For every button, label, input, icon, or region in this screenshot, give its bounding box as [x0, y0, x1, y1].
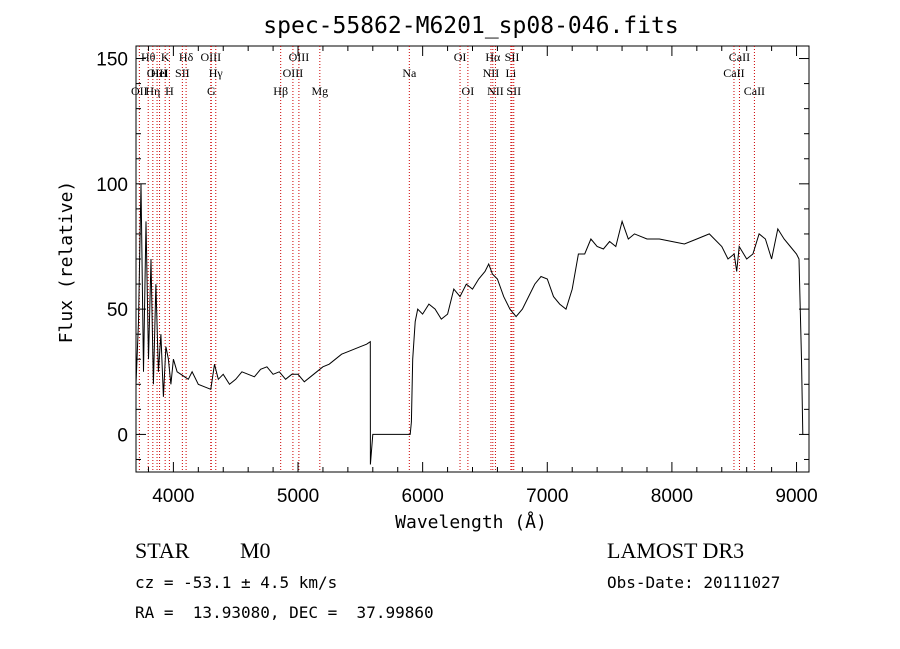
x-tick-label-4: 8000 [651, 486, 693, 507]
spectral-line-markers [138, 46, 755, 472]
line-label-10: G [207, 84, 216, 98]
x-tick-label-1: 5000 [277, 486, 319, 507]
y-axis-title: Flux (relative) [56, 181, 77, 344]
object-subclass: M0 [240, 538, 271, 563]
line-label-4: HeI [151, 66, 169, 80]
line-label-18: OI [462, 84, 475, 98]
x-axis-title: Wavelength (Å) [395, 511, 547, 533]
line-label-21: NII [487, 84, 504, 98]
line-label-26: CaII [729, 50, 750, 64]
line-label-27: CaII [744, 84, 765, 98]
series-line-0 [135, 183, 804, 465]
line-label-15: Mg [311, 84, 328, 98]
line-label-2: Hη [145, 84, 160, 98]
flux-series [135, 183, 804, 465]
x-tick-label-2: 6000 [402, 486, 444, 507]
line-label-20: Hα [485, 50, 501, 64]
line-label-19: NII [483, 66, 500, 80]
line-label-8: Hδ [179, 50, 194, 64]
line-label-22: SII [505, 50, 520, 64]
line-label-12: Hβ [273, 84, 288, 98]
line-label-17: OI [454, 50, 467, 64]
y-tick-label-1: 50 [107, 300, 128, 321]
x-tick-label-3: 7000 [526, 486, 568, 507]
spectrum-chart: spec-55862-M6201_sp08-046.fits 4000 5000 6… [56, 13, 818, 533]
line-label-6: H [165, 84, 174, 98]
x-tick-label-0: 4000 [152, 486, 194, 507]
x-tick-label-5: 9000 [775, 486, 817, 507]
line-label-24: SII [506, 84, 521, 98]
coordinates: RA = 13.93080, DEC = 37.99860 [135, 603, 434, 622]
y-tick-label-3: 150 [96, 50, 128, 71]
velocity-readout: cz = -53.1 ± 4.5 km/s [135, 573, 338, 592]
line-label-3: OIII [147, 66, 168, 80]
axis-ticks: 4000 5000 6000 7000 8000 9000 0 50 100 150 [96, 46, 818, 507]
chart-title: spec-55862-M6201_sp08-046.fits [263, 13, 678, 39]
line-label-9: OIII [200, 50, 221, 64]
y-tick-label-0: 0 [117, 425, 128, 446]
object-class: STAR [135, 538, 190, 563]
line-label-13: OIII [283, 66, 304, 80]
survey-name: LAMOST DR3 [607, 538, 745, 563]
line-label-25: CaII [723, 66, 744, 80]
line-label-16: Na [402, 66, 417, 80]
line-label-7: SII [175, 66, 190, 80]
y-tick-label-2: 100 [96, 175, 128, 196]
line-label-0: OII [131, 84, 148, 98]
line-label-11: Hγ [209, 66, 224, 80]
line-label-5: K [161, 50, 170, 64]
plot-frame [135, 45, 810, 473]
line-label-14: OIII [289, 50, 310, 64]
line-label-23: Li [506, 66, 517, 80]
obs-date: Obs-Date: 20111027 [607, 573, 781, 592]
line-label-1: Hθ [141, 50, 156, 64]
